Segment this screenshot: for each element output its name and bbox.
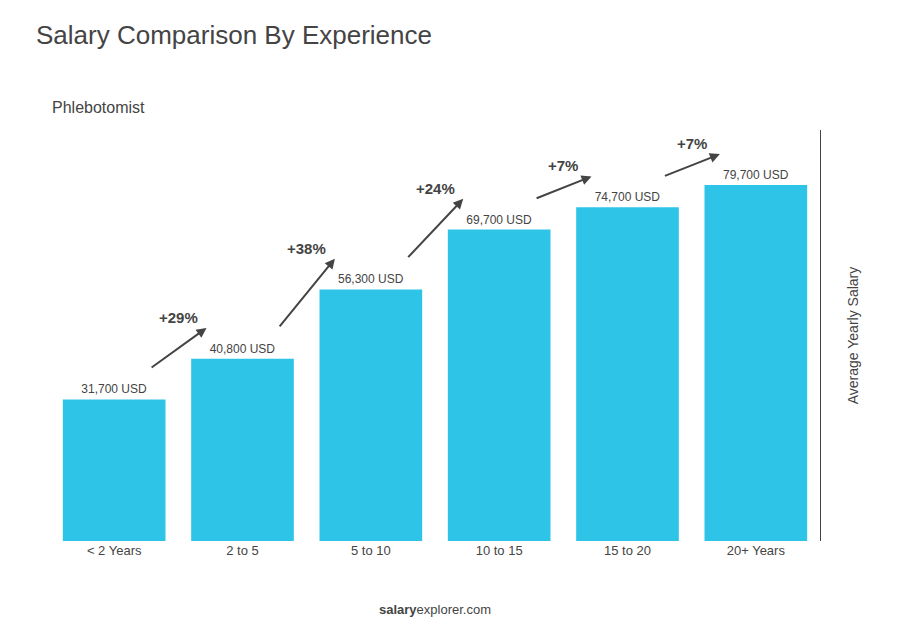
svg-text:20+ Years: 20+ Years [727,543,786,558]
svg-text:5 to 10: 5 to 10 [351,543,391,558]
svg-text:+7%: +7% [548,157,578,174]
svg-text:2 to 5: 2 to 5 [226,543,259,558]
svg-text:+7%: +7% [677,135,707,152]
svg-text:15 to 20: 15 to 20 [604,543,651,558]
svg-text:31,700 USD: 31,700 USD [81,382,147,396]
svg-text:40,800 USD: 40,800 USD [210,342,276,356]
svg-text:69,700 USD: 69,700 USD [466,213,532,227]
svg-text:74,700 USD: 74,700 USD [595,190,661,204]
svg-text:+24%: +24% [416,180,455,197]
svg-text:Phlebotomist: Phlebotomist [52,99,145,116]
svg-text:Salary Comparison By Experienc: Salary Comparison By Experience [36,20,432,50]
svg-text:+38%: +38% [287,240,326,257]
svg-text:Average Yearly Salary: Average Yearly Salary [845,267,861,405]
svg-text:79,700 USD: 79,700 USD [723,168,789,182]
svg-text:salaryexplorer.com: salaryexplorer.com [379,602,491,617]
svg-text:< 2 Years: < 2 Years [87,543,142,558]
svg-text:10 to 15: 10 to 15 [476,543,523,558]
svg-text:+29%: +29% [159,309,198,326]
svg-text:56,300 USD: 56,300 USD [338,272,404,286]
